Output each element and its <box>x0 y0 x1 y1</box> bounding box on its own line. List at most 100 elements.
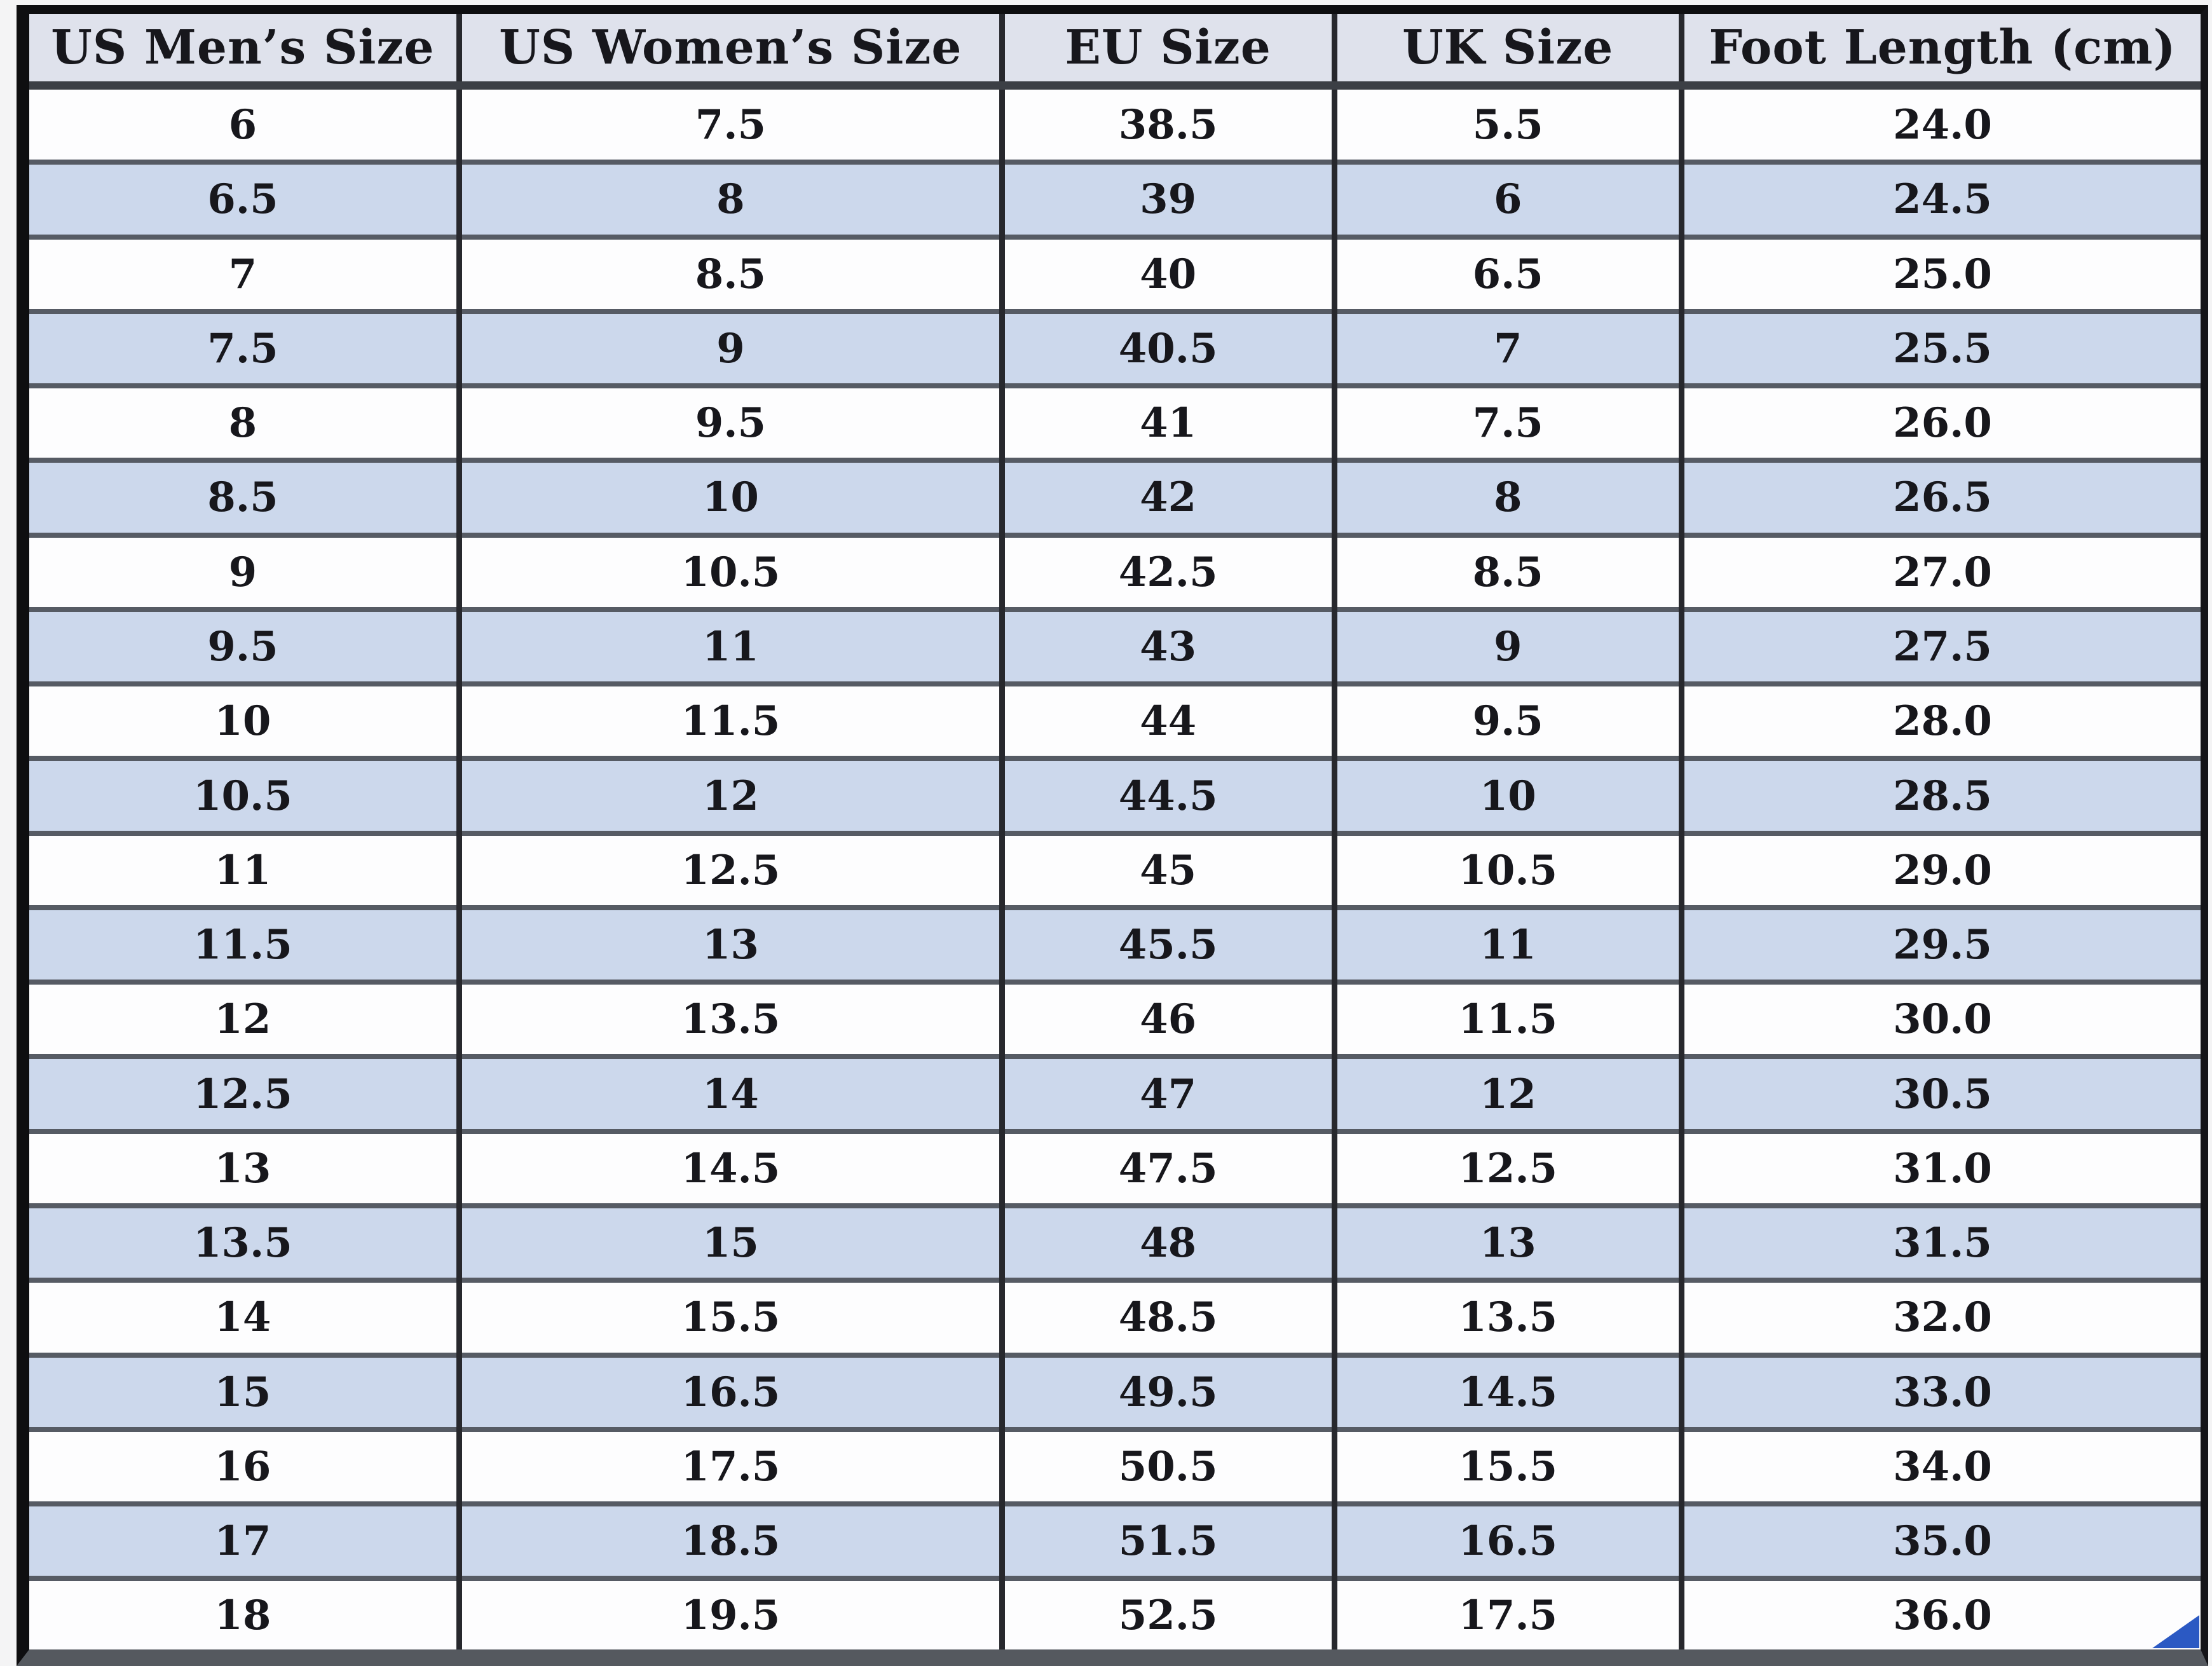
table-cell: 26.0 <box>1679 383 2201 461</box>
table-cell: 14 <box>456 1054 1002 1131</box>
table-cell: 9 <box>29 532 460 610</box>
table-cell: 10.5 <box>29 756 460 833</box>
table-cell: 11.5 <box>456 681 1002 759</box>
table-cell: 13.5 <box>456 980 1002 1057</box>
table-cell: 9 <box>1331 606 1682 685</box>
table-row: 6.5 8 39 6 24.5 <box>29 160 2201 237</box>
table-row: 8 9.5 41 7.5 26.0 <box>29 383 2201 461</box>
table-cell: 12.5 <box>29 1054 460 1131</box>
table-cell: 25.5 <box>1679 308 2201 386</box>
table-cell: 12 <box>1331 1054 1682 1131</box>
table-cell: 14 <box>29 1278 460 1355</box>
table-cell: 27.0 <box>1679 532 2201 610</box>
table-cell: 10.5 <box>456 532 1002 610</box>
column-header-eu: EU Size <box>999 14 1334 90</box>
table-row: 7 8.5 40 6.5 25.0 <box>29 234 2201 311</box>
table-cell: 9 <box>456 308 1002 386</box>
table-row: 10.5 12 44.5 10 28.5 <box>29 756 2201 833</box>
table-cell: 7 <box>1331 308 1682 386</box>
table-cell: 48.5 <box>999 1278 1334 1355</box>
table-cell: 14.5 <box>456 1128 1002 1206</box>
table-cell: 12.5 <box>456 830 1002 908</box>
table-cell: 12 <box>29 980 460 1057</box>
table-cell: 43 <box>999 606 1334 685</box>
shoe-size-conversion-table: US Men’s Size US Women’s Size EU Size UK… <box>29 14 2201 1649</box>
table-cell: 12.5 <box>1331 1128 1682 1206</box>
table-cell: 48 <box>999 1203 1334 1281</box>
table-cell: 30.0 <box>1679 980 2201 1057</box>
table-cell: 24.5 <box>1679 160 2201 237</box>
table-cell: 34.0 <box>1679 1426 2201 1505</box>
table-cell: 8 <box>29 383 460 461</box>
table-cell: 19.5 <box>456 1576 1002 1649</box>
table-cell: 14.5 <box>1331 1352 1682 1430</box>
table-row: 12.5 14 47 12 30.5 <box>29 1054 2201 1131</box>
table-cell: 10 <box>29 681 460 759</box>
table-cell: 28.0 <box>1679 681 2201 759</box>
table-cell: 18 <box>29 1576 460 1649</box>
table-cell: 46 <box>999 980 1334 1057</box>
table-cell: 16.5 <box>1331 1501 1682 1579</box>
table-cell: 30.5 <box>1679 1054 2201 1131</box>
size-conversion-table-frame: US Men’s Size US Women’s Size EU Size UK… <box>17 5 2208 1666</box>
table-cell: 31.0 <box>1679 1128 2201 1206</box>
table-cell: 42.5 <box>999 532 1334 610</box>
table-cell: 8.5 <box>456 234 1002 311</box>
table-cell: 50.5 <box>999 1426 1334 1505</box>
table-cell: 15 <box>29 1352 460 1430</box>
table-cell: 7.5 <box>29 308 460 386</box>
table-cell: 32.0 <box>1679 1278 2201 1355</box>
column-header-us-womens: US Women’s Size <box>456 14 1002 90</box>
table-row: 9 10.5 42.5 8.5 27.0 <box>29 532 2201 610</box>
table-cell: 9.5 <box>1331 681 1682 759</box>
table-cell: 15 <box>456 1203 1002 1281</box>
table-cell: 10 <box>456 458 1002 535</box>
table-cell: 8 <box>456 160 1002 237</box>
table-row: 18 19.5 52.5 17.5 36.0 <box>29 1576 2201 1649</box>
table-cell: 35.0 <box>1679 1501 2201 1579</box>
table-cell: 13.5 <box>1331 1278 1682 1355</box>
table-cell: 11 <box>456 606 1002 685</box>
table-cell: 27.5 <box>1679 606 2201 685</box>
table-cell: 25.0 <box>1679 234 2201 311</box>
table-row: 9.5 11 43 9 27.5 <box>29 606 2201 685</box>
table-cell: 6.5 <box>1331 234 1682 311</box>
table-cell: 51.5 <box>999 1501 1334 1579</box>
table-row: 15 16.5 49.5 14.5 33.0 <box>29 1352 2201 1430</box>
corner-blue-triangle-artifact <box>2152 1615 2199 1648</box>
table-row: 6 7.5 38.5 5.5 24.0 <box>29 85 2201 163</box>
table-cell: 16 <box>29 1426 460 1505</box>
table-cell: 6 <box>29 85 460 163</box>
table-cell: 13 <box>29 1128 460 1206</box>
table-cell: 10.5 <box>1331 830 1682 908</box>
table-cell: 29.0 <box>1679 830 2201 908</box>
table-cell: 40.5 <box>999 308 1334 386</box>
table-row: 14 15.5 48.5 13.5 32.0 <box>29 1278 2201 1355</box>
table-cell: 41 <box>999 383 1334 461</box>
table-cell: 26.5 <box>1679 458 2201 535</box>
table-cell: 18.5 <box>456 1501 1002 1579</box>
table-cell: 52.5 <box>999 1576 1334 1649</box>
table-cell: 8.5 <box>1331 532 1682 610</box>
table-row: 11 12.5 45 10.5 29.0 <box>29 830 2201 908</box>
table-cell: 11 <box>1331 905 1682 983</box>
table-cell: 10 <box>1331 756 1682 833</box>
table-cell: 36.0 <box>1679 1576 2201 1649</box>
header-row: US Men’s Size US Women’s Size EU Size UK… <box>29 14 2201 90</box>
table-row: 13 14.5 47.5 12.5 31.0 <box>29 1128 2201 1206</box>
table-body: 6 7.5 38.5 5.5 24.0 6.5 8 39 6 24.5 7 8.5 40 6.5 25.0 7… <box>29 85 2201 1649</box>
column-header-foot-length: Foot Length (cm) <box>1679 14 2201 90</box>
table-cell: 29.5 <box>1679 905 2201 983</box>
table-cell: 7 <box>29 234 460 311</box>
table-cell: 13.5 <box>29 1203 460 1281</box>
column-header-us-mens: US Men’s Size <box>29 14 460 90</box>
table-cell: 40 <box>999 234 1334 311</box>
table-cell: 5.5 <box>1331 85 1682 163</box>
table-cell: 15.5 <box>1331 1426 1682 1505</box>
table-cell: 11.5 <box>1331 980 1682 1057</box>
table-header: US Men’s Size US Women’s Size EU Size UK… <box>29 14 2201 90</box>
table-row: 13.5 15 48 13 31.5 <box>29 1203 2201 1281</box>
table-cell: 7.5 <box>456 85 1002 163</box>
table-row: 16 17.5 50.5 15.5 34.0 <box>29 1426 2201 1505</box>
table-cell: 47.5 <box>999 1128 1334 1206</box>
